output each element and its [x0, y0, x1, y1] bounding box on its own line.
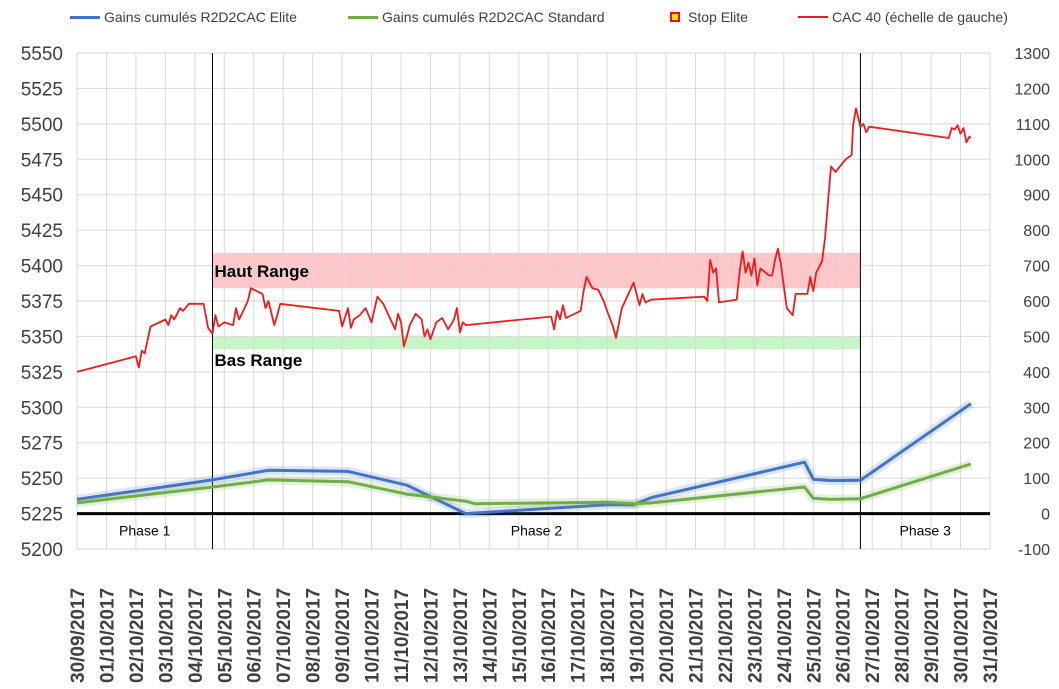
x-tick-label: 11/10/2017 [392, 589, 413, 683]
y-left-tick-label: 5525 [21, 79, 63, 100]
y-right-tick-label: 0 [1041, 507, 1050, 524]
x-tick-label: 13/10/2017 [451, 588, 472, 683]
y-right-tick-label: 400 [1023, 365, 1050, 382]
x-tick-label: 31/10/2017 [981, 588, 1002, 683]
x-tick-label: 08/10/2017 [304, 588, 325, 683]
x-tick-label: 10/10/2017 [363, 588, 384, 683]
y-left-tick-label: 5500 [21, 115, 63, 136]
legend: Gains cumulés R2D2CAC Elite Gains cumulé… [0, 9, 1059, 31]
legend-label-stop: Stop Elite [688, 9, 748, 25]
band-label: Haut Range [214, 262, 308, 281]
phase-label: Phase 2 [511, 523, 563, 539]
x-tick-label: 26/10/2017 [834, 588, 855, 683]
y-left-tick-label: 5425 [21, 221, 63, 242]
y-right-tick-label: 500 [1023, 329, 1050, 346]
band-label: Bas Range [214, 351, 302, 370]
y-right-tick-label: 1000 [1014, 152, 1050, 169]
x-tick-label: 20/10/2017 [657, 588, 678, 683]
phase-dividers [211, 53, 861, 549]
series-line [76, 402, 972, 516]
x-axis: 30/09/2017 01/10/2017 02/10/2017 03/10/2017… [68, 588, 1002, 683]
band-labels: Haut Range Bas Range [214, 262, 308, 370]
phase-labels: Phase 1 Phase 2 Phase 3 [119, 523, 951, 539]
x-tick-label: 05/10/2017 [215, 588, 236, 683]
x-tick-label: 07/10/2017 [274, 588, 295, 683]
x-tick-label: 04/10/2017 [186, 588, 207, 683]
y-right-tick-label: 1200 [1014, 81, 1050, 98]
x-tick-label: 24/10/2017 [775, 588, 796, 683]
legend-swatch-cac [798, 16, 828, 18]
y-right-tick-label: 300 [1023, 400, 1050, 417]
x-tick-label: 28/10/2017 [893, 588, 914, 683]
range-band [212, 336, 861, 350]
grid-lines [76, 52, 991, 550]
x-tick-label: 12/10/2017 [421, 588, 442, 683]
x-tick-label: 15/10/2017 [510, 588, 531, 683]
x-tick-label: 19/10/2017 [628, 588, 649, 683]
legend-swatch-standard [348, 15, 378, 19]
y-left-tick-label: 5300 [21, 398, 63, 419]
legend-item-stop: Stop Elite [660, 9, 748, 25]
x-tick-label: 02/10/2017 [127, 588, 148, 683]
x-tick-label: 30/09/2017 [68, 588, 89, 683]
y-right-tick-label: 600 [1023, 294, 1050, 311]
y-left-tick-label: 5225 [21, 505, 63, 526]
series-lines [76, 107, 974, 519]
y-left-tick-label: 5275 [21, 434, 63, 455]
legend-item-standard: Gains cumulés R2D2CAC Standard [348, 9, 605, 25]
y-right-tick-label: 200 [1023, 436, 1050, 453]
x-tick-label: 14/10/2017 [480, 588, 501, 683]
x-tick-label: 03/10/2017 [156, 588, 177, 683]
y-right-tick-label: 900 [1023, 188, 1050, 205]
x-tick-label: 30/10/2017 [952, 588, 973, 683]
x-tick-label: 23/10/2017 [745, 588, 766, 683]
phase-label: Phase 3 [900, 523, 952, 539]
y-right-tick-label: -100 [1018, 542, 1050, 559]
phase-label: Phase 1 [119, 523, 171, 539]
series-line [76, 107, 972, 373]
y-left-tick-label: 5325 [21, 363, 63, 384]
y-left-tick-label: 5450 [21, 186, 63, 207]
x-tick-label: 25/10/2017 [804, 588, 825, 683]
y-left-tick-label: 5250 [21, 469, 63, 490]
y-left-tick-label: 5400 [21, 257, 63, 278]
y-left-tick-label: 5350 [21, 327, 63, 348]
y-right-tick-label: 100 [1023, 471, 1050, 488]
legend-label-elite: Gains cumulés R2D2CAC Elite [104, 9, 297, 25]
x-tick-label: 22/10/2017 [716, 588, 737, 683]
x-tick-label: 06/10/2017 [245, 588, 266, 683]
legend-item-elite: Gains cumulés R2D2CAC Elite [70, 9, 297, 25]
x-tick-label: 29/10/2017 [922, 588, 943, 683]
y-right-tick-label: 1300 [1014, 46, 1050, 63]
legend-item-cac: CAC 40 (échelle de gauche) [798, 9, 1008, 25]
x-tick-label: 09/10/2017 [333, 588, 354, 683]
series-line [76, 462, 972, 506]
x-tick-label: 01/10/2017 [97, 588, 118, 683]
y-right-tick-label: 800 [1023, 223, 1050, 240]
x-tick-label: 16/10/2017 [539, 588, 560, 683]
y-left-tick-label: 5200 [21, 540, 63, 561]
y-right-tick-label: 1100 [1016, 117, 1051, 134]
legend-label-cac: CAC 40 (échelle de gauche) [832, 9, 1008, 25]
x-tick-label: 18/10/2017 [598, 588, 619, 683]
x-tick-label: 27/10/2017 [863, 588, 884, 683]
y-axis-left: 5200 5225 5250 5275 5300 5325 5350 5375 5400 5425… [21, 44, 63, 561]
y-axis-right: -100 0 100 200 300 400 500 600 700 800 900 1000 1100… [1014, 46, 1050, 559]
y-left-tick-label: 5550 [21, 44, 63, 65]
x-tick-label: 21/10/2017 [686, 588, 707, 683]
legend-swatch-stop [670, 12, 680, 22]
y-right-tick-label: 700 [1023, 259, 1050, 276]
x-tick-label: 17/10/2017 [569, 588, 590, 683]
y-left-tick-label: 5375 [21, 292, 63, 313]
y-left-tick-label: 5475 [21, 150, 63, 171]
legend-label-standard: Gains cumulés R2D2CAC Standard [382, 9, 605, 25]
legend-swatch-elite [70, 15, 100, 19]
